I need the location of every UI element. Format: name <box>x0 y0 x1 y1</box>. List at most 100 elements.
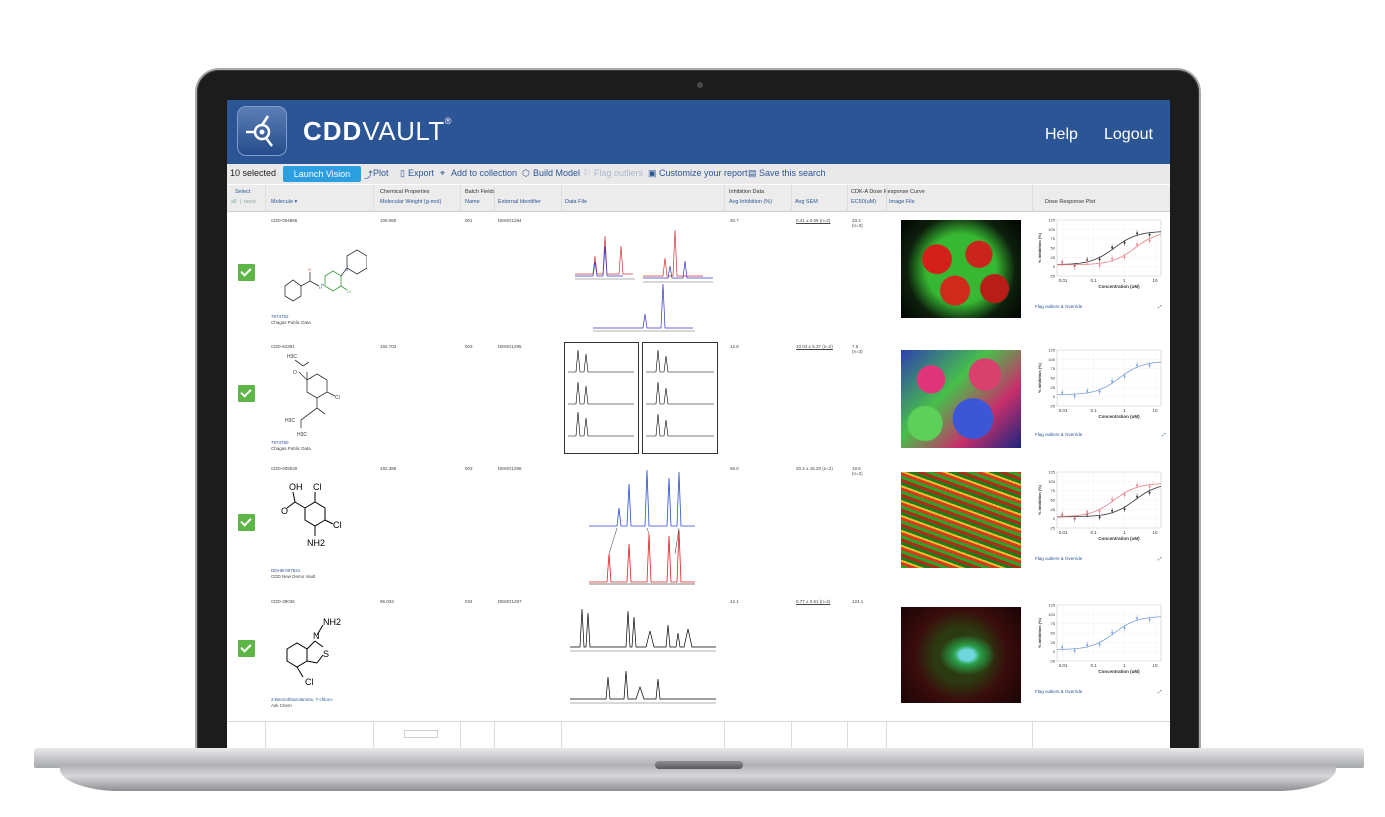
customize-report-button[interactable]: Customize your report <box>659 168 748 178</box>
add-to-collection-button[interactable]: Add to collection <box>451 168 518 178</box>
scroll-indicator[interactable] <box>404 730 438 738</box>
select-all-link[interactable]: all <box>231 199 237 205</box>
x-tick-label: 0.1 <box>1091 530 1098 535</box>
data-point <box>1111 509 1114 512</box>
table-row[interactable]: CDD-004896 H N O N Cl 7974752 Chagas Pub… <box>227 212 1170 339</box>
structure-label: Cl <box>335 395 340 401</box>
avg-sem-header[interactable]: Avg SEM <box>795 199 818 205</box>
image-file-header[interactable]: Image File <box>889 199 915 205</box>
molecule-sort-header[interactable]: Molecule ▾ <box>271 199 298 205</box>
app-header: CDDVAULT® Help Logout <box>227 100 1170 164</box>
cdd-logo-icon[interactable] <box>237 106 287 156</box>
cell-image[interactable] <box>901 350 1021 448</box>
data-point <box>1086 510 1089 513</box>
collection-icon: ⌖ <box>440 168 446 178</box>
data-point <box>1086 389 1089 392</box>
ec50-count: (n=3) <box>852 349 863 354</box>
data-point <box>1073 516 1076 519</box>
dose-response-plot[interactable]: 125 100 75 50 25 0 -25 0.01 0.1 1 10 Concentration … <box>1035 346 1167 447</box>
logout-link[interactable]: Logout <box>1104 126 1153 143</box>
data-point <box>1111 257 1114 260</box>
webcam <box>697 82 703 88</box>
cell-image[interactable] <box>901 472 1021 568</box>
selected-count: 10 selected <box>230 168 277 178</box>
ec50-header[interactable]: EC50(uM) <box>851 199 877 205</box>
dose-response-plot[interactable]: 125 100 75 50 25 0 -25 0.01 0.1 1 10 Concentration … <box>1035 468 1167 569</box>
avg-inhibition-header[interactable]: Avg Inhibition (%) <box>729 199 773 205</box>
row-checkbox[interactable] <box>238 640 255 657</box>
save-search-button[interactable]: Save this search <box>759 168 826 178</box>
flag-outliers-link[interactable]: Flag outliers & Override <box>1035 432 1083 437</box>
row-checkbox[interactable] <box>238 264 255 281</box>
dose-response-plot[interactable]: 125 100 75 50 25 0 -25 0.01 0.1 1 10 Concentration … <box>1035 216 1167 317</box>
nmr-spectrum-image[interactable] <box>566 597 718 717</box>
mol-weight-header[interactable]: Molecular Weight (g-mol) <box>380 199 442 205</box>
data-point <box>1123 375 1126 378</box>
ec50-value: 124.1 <box>852 599 864 604</box>
molecule-link[interactable]: 2-Benzothiazolamine, 7-chloro- <box>271 697 334 702</box>
table-row[interactable]: CDD-009530 OH O Cl Cl NH2 DDHB-007521 CD… <box>227 460 1170 594</box>
name-header[interactable]: Name <box>465 199 480 205</box>
structure-label: H3C <box>297 432 307 438</box>
cell-image[interactable] <box>901 220 1021 318</box>
expand-icon[interactable]: ⤢ <box>1158 304 1162 309</box>
structure-label: NH2 <box>323 617 341 627</box>
expand-icon[interactable]: ⤢ <box>1158 689 1162 694</box>
y-tick-label: 100 <box>1048 612 1055 617</box>
molecule-structure: H N O N Cl <box>284 249 367 302</box>
help-link[interactable]: Help <box>1045 126 1078 143</box>
brand-rest: VAULT <box>362 116 445 146</box>
nmr-spectrum-image[interactable] <box>564 342 718 454</box>
build-model-button[interactable]: Build Model <box>533 168 581 178</box>
cube-icon: ⬡ <box>522 168 530 178</box>
ec50-count: (n=3) <box>852 223 863 228</box>
molecule-source: Chagas Public Data <box>271 320 311 325</box>
x-tick-label: 0.1 <box>1091 663 1098 668</box>
flag-outliers-link[interactable]: Flag outliers & Override <box>1035 689 1083 694</box>
y-tick-label: 100 <box>1048 479 1055 484</box>
select-none-link[interactable]: none <box>244 199 257 205</box>
launch-vision-button[interactable]: Launch Vision <box>283 166 361 182</box>
data-point <box>1061 513 1064 516</box>
avg-sem[interactable]: 10.04 ± 5.37 (n=2) <box>796 344 833 349</box>
structure-label: N <box>345 267 348 272</box>
x-tick-label: 10 <box>1152 408 1158 413</box>
x-axis-label: Concentration (uM) <box>1098 669 1140 674</box>
molecule-structure: N S NH2 Cl <box>286 617 341 687</box>
cell-image[interactable] <box>901 607 1021 703</box>
data-point <box>1148 491 1151 494</box>
row-checkbox[interactable] <box>238 514 255 531</box>
external-id-header[interactable]: External Identifier <box>498 199 541 205</box>
data-point <box>1136 484 1139 487</box>
dose-response-header: CDK-A Dose Response Curve <box>851 189 925 195</box>
avg-sem[interactable]: 0.77 ± 0.51 (n=2) <box>796 599 831 604</box>
y-tick-label: 75 <box>1051 621 1056 626</box>
y-tick-label: 100 <box>1048 357 1055 362</box>
flag-outliers-link[interactable]: Flag outliers & Override <box>1035 304 1083 309</box>
flag-outliers-button[interactable]: Flag outliers <box>594 168 644 178</box>
x-tick-label: 1 <box>1123 408 1126 413</box>
table-row[interactable]: CDD-38036 N S NH2 Cl 2-Benzothiazolamine… <box>227 593 1170 722</box>
molecule-link[interactable]: DDHB-007521 <box>271 568 301 573</box>
table-row[interactable]: CDD-84391 H3C O Cl H3C H3C 7974760 Chaga… <box>227 338 1170 461</box>
export-button[interactable]: Export <box>408 168 435 178</box>
inhibition-data-header: Inhibition Data <box>729 189 765 195</box>
flag-outliers-link[interactable]: Flag outliers & Override <box>1035 556 1083 561</box>
nmr-spectrum-image[interactable] <box>573 216 715 334</box>
molecule-link[interactable]: 7974760 <box>271 440 289 445</box>
nmr-spectrum-image[interactable] <box>587 464 697 590</box>
dose-response-plot[interactable]: 125 100 75 50 25 0 -25 0.01 0.1 1 10 Concentration … <box>1035 601 1167 702</box>
plot-button[interactable]: Plot <box>373 168 389 178</box>
molecule-link[interactable]: 7974752 <box>271 314 289 319</box>
fit-curve <box>1056 483 1162 517</box>
data-file-header[interactable]: Data File <box>565 199 588 205</box>
expand-icon[interactable]: ⤢ <box>1158 556 1162 561</box>
structure-label: N <box>321 282 324 287</box>
avg-sem[interactable]: 20.2 ± 15.20 (n=2) <box>796 466 833 471</box>
avg-sem[interactable]: 0.41 ± 0.06 (n=2) <box>796 218 831 223</box>
expand-icon[interactable]: ⤢ <box>1162 432 1166 437</box>
y-tick-label: 75 <box>1051 488 1056 493</box>
data-point <box>1098 643 1101 646</box>
row-checkbox[interactable] <box>238 385 255 402</box>
y-tick-label: 50 <box>1051 246 1056 251</box>
